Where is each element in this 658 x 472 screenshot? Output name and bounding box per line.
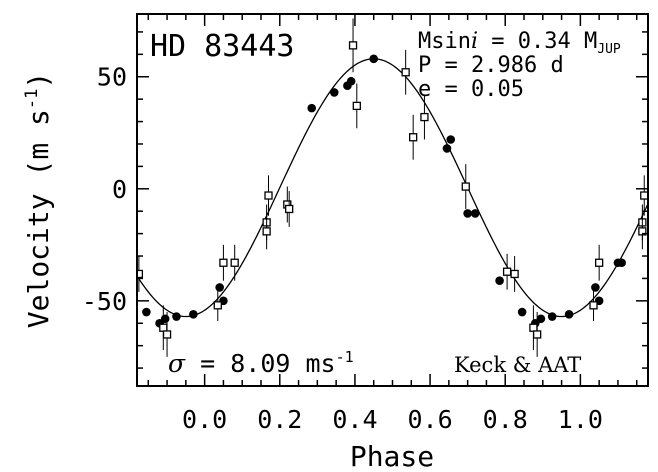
x-tick-label: 0.0 [182,405,227,434]
axis-ticks: 0.0 0.2 0.4 0.6 0.8 1.0 -50 0 50 [82,14,648,434]
data-point-circle [442,144,452,153]
msini-i: i [471,29,478,54]
data-point-square [213,301,222,310]
x-tick-label: 0.2 [257,405,302,434]
data-point-circle [517,307,527,317]
y-axis-label-exponent: -1 [22,89,42,109]
data-point-circle [564,309,574,319]
data-point-circle [189,309,198,319]
data-point-square [285,204,294,214]
data-point-square [510,269,519,279]
sigma-annotation: σ = 8.09 ms-1 [168,348,354,378]
data-point-circle [536,314,546,324]
data-point-square [529,323,538,332]
data-point-square [348,41,358,50]
data-point-square [137,269,144,279]
data-point-square [409,133,418,142]
sigma-symbol: σ [168,349,186,378]
data-point-circle [346,76,356,86]
x-tick-label: 0.8 [483,405,528,434]
data-point-circle [463,209,472,218]
y-axis-label: Velocity (m s-1) [22,72,55,329]
msini-prefix: Msin [418,29,471,54]
data-point-circle [591,283,600,292]
data-point-square [533,330,542,339]
msini-annotation: Msini = 0.34 MJUP [418,29,621,57]
model-curve [137,58,648,318]
data-point-circle [172,312,181,321]
data-point-circle [329,88,339,97]
data-point-square [219,258,228,267]
y-tick-label: 50 [97,63,127,92]
y-tick-label: 0 [112,175,127,204]
data-point-square [502,267,512,276]
x-tick-label: 0.6 [407,405,452,434]
data-point-square [264,191,273,200]
data-point-square [420,112,429,122]
data-point-square [262,227,271,236]
data-point-square [230,258,239,267]
data-point-circle [446,135,456,144]
y-axis-label-close: ) [22,72,55,89]
x-tick-label: 1.0 [558,405,603,434]
sigma-value: = 8.09 ms [185,349,336,378]
data-point-circle [547,312,557,321]
x-axis-label: Phase [350,440,434,472]
data-point-square [589,301,598,310]
data-point-circle [307,103,317,113]
data-point-square [159,323,168,332]
x-tick-label: 0.4 [332,405,377,434]
data-point-square [401,68,410,77]
y-axis-label-main: Velocity (m s [22,109,55,328]
data-point-circle [142,307,151,317]
eccentricity-annotation: e = 0.05 [418,77,524,102]
data-point-square [461,182,470,191]
msini-jup: JUP [597,42,621,57]
data-point-square [640,191,648,200]
data-point-square [638,227,647,236]
y-tick-label: -50 [82,287,127,316]
data-point-circle [617,258,626,268]
period-annotation: P = 2.986 d [418,53,564,78]
data-point-circle [369,54,379,64]
data-point-square [162,330,172,339]
data-point-square [352,101,361,111]
instrument-annotation: Keck & AAT [454,353,581,377]
data-point-square [595,258,604,267]
msini-value: = 0.34 M [478,29,597,54]
chart-title: HD 83443 [150,29,295,64]
data-point-circle [470,209,480,218]
data-point-circle [160,314,170,324]
plot-area [137,18,648,357]
data-point-circle [495,276,504,285]
data-point-circle [215,283,224,292]
sigma-exponent: -1 [336,348,354,366]
